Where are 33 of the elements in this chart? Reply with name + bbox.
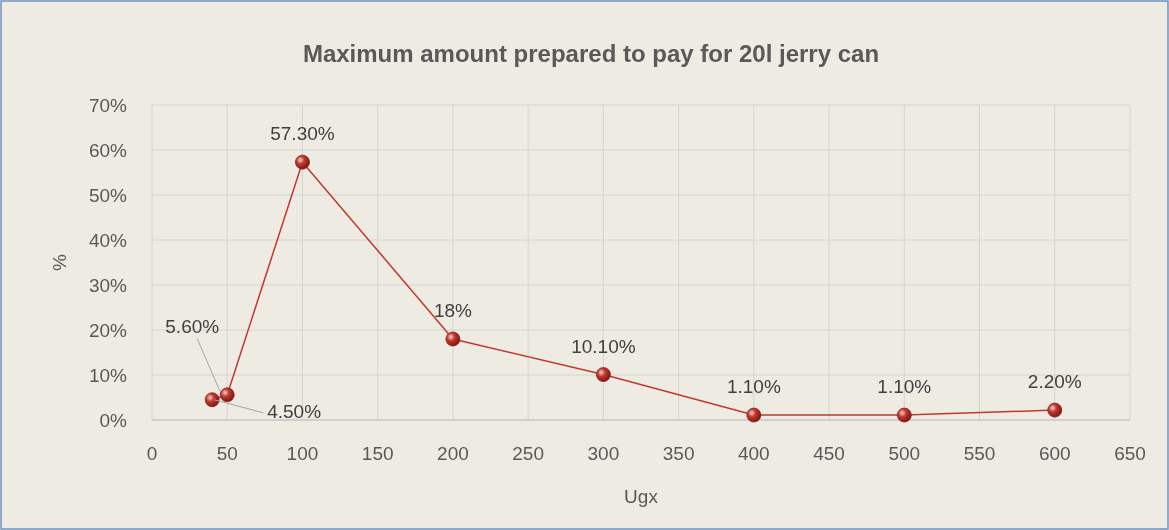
data-label: 18% [433,300,473,321]
data-label: 10.10% [571,335,636,357]
data-label: 2.20% [1027,371,1082,393]
x-tick-label: 350 [662,443,695,464]
y-tick-label: 30% [88,274,128,296]
x-tick-label: 150 [361,443,394,464]
y-tick-label: 20% [88,319,128,341]
x-tick-label: 650 [1114,443,1146,464]
y-tick-label: 70% [88,94,128,116]
x-tick-label: 550 [963,443,996,464]
x-tick-label: 0 [146,443,158,464]
data-label: 1.10% [726,376,781,398]
y-tick-label: 10% [88,364,128,386]
y-tick-label: 0% [99,409,128,431]
data-label: 4.50% [267,400,322,422]
chart-title: Maximum amount prepared to pay for 20l jerry can [302,40,880,67]
y-tick-label: 40% [88,229,128,251]
x-tick-label: 100 [286,443,319,464]
data-label: 5.60% [165,315,220,337]
x-tick-label: 300 [587,443,620,464]
x-tick-label: 500 [888,443,921,464]
x-tick-label: 400 [737,443,770,464]
y-tick-label: 50% [88,184,128,206]
x-tick-label: 450 [813,443,845,464]
x-tick-label: 200 [437,443,469,464]
data-label: 57.30% [270,123,335,145]
x-axis-title: Ugx [624,486,659,507]
x-tick-label: 50 [216,443,238,464]
data-label: 1.10% [877,376,932,398]
x-tick-label: 600 [1038,443,1071,464]
y-tick-label: 60% [88,139,128,161]
y-axis-title: % [49,253,70,271]
x-tick-label: 250 [512,443,545,464]
